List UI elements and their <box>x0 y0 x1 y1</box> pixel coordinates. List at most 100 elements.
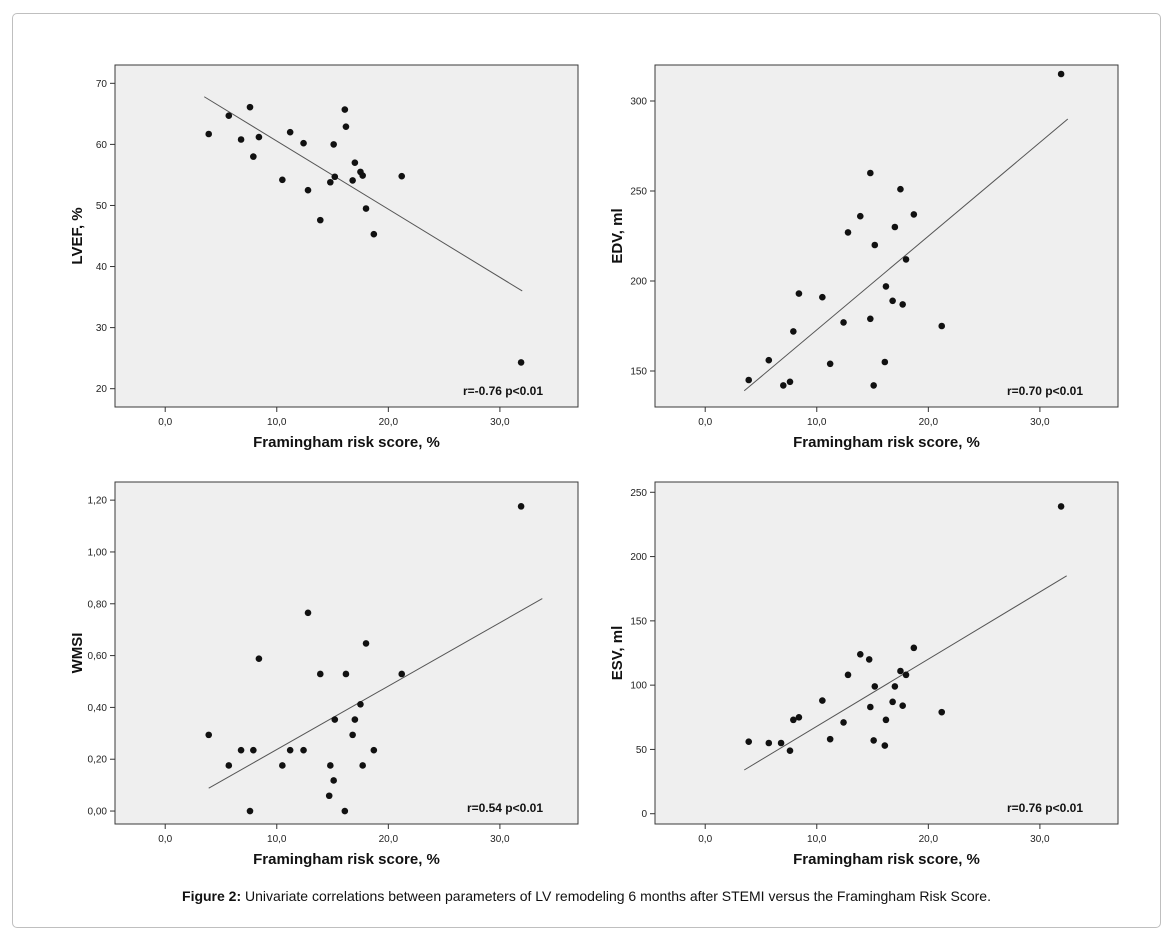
data-point <box>844 671 852 679</box>
y-axis-title: LVEF, % <box>69 207 86 264</box>
data-point <box>840 719 847 726</box>
data-point <box>246 807 254 815</box>
data-point <box>865 656 873 663</box>
chart-esv: 0 50 100 150 200 250 0,0 10,0 20,0 30,0 Framingham… <box>609 481 1119 868</box>
data-point <box>891 683 899 690</box>
y-tick-label: 70 <box>96 79 108 90</box>
data-point <box>899 301 906 308</box>
chart-edv: 150 200 250 300 0,0 10,0 20,0 30,0 Framingham ri… <box>609 64 1119 451</box>
x-axis-title: Framingham risk score, % <box>793 434 980 451</box>
data-point <box>362 640 370 647</box>
data-point <box>938 708 946 716</box>
data-point <box>330 777 337 784</box>
data-point <box>517 503 525 510</box>
y-tick-label: 150 <box>630 367 647 378</box>
data-point <box>871 683 879 690</box>
data-point <box>246 103 254 111</box>
correlation-annotation: r=0.70 p<0.01 <box>1007 384 1083 398</box>
y-axis-title: EDV, ml <box>609 208 626 263</box>
data-point <box>349 731 356 739</box>
data-point <box>357 701 364 708</box>
x-tick-label: 10,0 <box>807 417 827 428</box>
data-point <box>765 739 773 747</box>
x-axis-title: Framingham risk score, % <box>793 851 980 868</box>
data-point <box>745 376 753 384</box>
data-point <box>882 283 890 290</box>
figure-caption: Figure 2: Univariate correlations betwee… <box>0 888 1173 904</box>
y-tick-label: 0,00 <box>88 807 108 818</box>
y-tick-label: 60 <box>96 140 108 151</box>
y-tick-label: 20 <box>96 384 108 395</box>
y-tick-label: 40 <box>96 262 108 273</box>
y-tick-label: 0,60 <box>88 651 108 662</box>
data-point <box>881 742 889 749</box>
data-point <box>897 185 904 193</box>
x-tick-label: 10,0 <box>807 834 827 845</box>
y-tick-label: 150 <box>630 616 647 627</box>
y-axis-title: ESV, ml <box>609 626 626 680</box>
plot-area <box>114 481 579 825</box>
data-point <box>359 762 366 769</box>
y-tick-label: 50 <box>636 745 648 756</box>
data-point <box>316 216 324 224</box>
data-point <box>286 746 294 754</box>
data-point <box>330 141 337 148</box>
data-point <box>237 746 245 754</box>
data-point <box>300 746 307 754</box>
data-point <box>910 644 918 652</box>
data-point <box>370 746 378 754</box>
y-axis-title: WMSI <box>69 633 86 674</box>
data-point <box>765 356 773 364</box>
data-point <box>826 360 834 368</box>
data-point <box>938 322 946 330</box>
data-point <box>881 358 889 366</box>
data-point <box>840 319 847 326</box>
data-point <box>826 735 834 743</box>
plot-area <box>114 64 579 408</box>
plot-area <box>654 64 1119 408</box>
x-tick-label: 0,0 <box>158 417 172 428</box>
plot-area <box>654 481 1119 825</box>
x-tick-label: 0,0 <box>698 417 712 428</box>
data-point <box>867 169 874 177</box>
data-point <box>300 139 307 147</box>
x-tick-label: 10,0 <box>267 834 287 845</box>
data-point <box>867 315 874 323</box>
y-tick-label: 1,00 <box>88 547 108 558</box>
data-point <box>844 229 852 236</box>
data-point <box>237 136 245 143</box>
correlation-annotation: r=0.76 p<0.01 <box>1007 801 1083 815</box>
data-point <box>819 293 826 301</box>
chart-lvef: 20 30 40 50 60 70 0,0 10,0 20,0 30,0 Framingham ri… <box>69 64 579 451</box>
data-point <box>795 290 803 297</box>
y-tick-label: 0,20 <box>88 755 108 766</box>
data-point <box>398 670 406 678</box>
data-point <box>777 739 785 747</box>
x-tick-label: 30,0 <box>1030 417 1050 428</box>
x-tick-label: 20,0 <box>379 834 399 845</box>
data-point <box>205 130 213 138</box>
y-tick-label: 300 <box>630 97 647 108</box>
data-point <box>780 382 787 389</box>
data-point <box>897 667 904 675</box>
data-point <box>351 716 359 723</box>
x-tick-label: 20,0 <box>919 834 939 845</box>
data-point <box>342 670 350 678</box>
data-point <box>902 256 910 263</box>
y-tick-label: 30 <box>96 323 108 334</box>
data-point <box>398 172 406 180</box>
y-tick-label: 200 <box>630 277 647 288</box>
data-point <box>899 702 906 710</box>
data-point <box>225 762 233 769</box>
correlation-annotation: r=0.54 p<0.01 <box>467 801 543 815</box>
data-point <box>786 747 794 755</box>
data-point <box>250 153 257 160</box>
regression-line <box>203 96 523 292</box>
x-tick-label: 0,0 <box>698 834 712 845</box>
data-point <box>349 177 356 184</box>
data-point <box>331 716 339 723</box>
data-point <box>870 382 877 389</box>
caption-label: Figure 2: <box>182 888 242 904</box>
data-point <box>304 609 312 617</box>
y-tick-label: 250 <box>630 187 647 198</box>
